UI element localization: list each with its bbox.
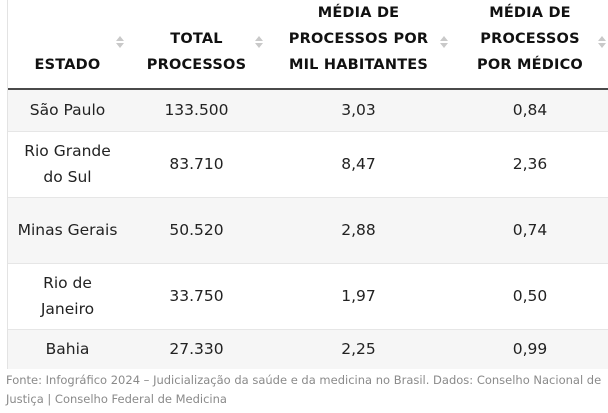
cell-media-por-mil-habitantes: 2,88: [266, 197, 451, 264]
table-body: São Paulo 133.500 3,03 0,84 Rio Grande d…: [8, 89, 608, 369]
column-header-estado[interactable]: ESTADO: [8, 0, 127, 90]
cell-estado: São Paulo: [8, 89, 127, 132]
cell-estado: Rio Grande do Sul: [8, 131, 127, 198]
cell-media-por-mil-habitantes: 3,03: [266, 89, 451, 132]
cell-media-por-mil-habitantes: 8,47: [266, 131, 451, 198]
table-row: Bahia 27.330 2,25 0,99: [8, 329, 608, 369]
column-header-label: TOTAL PROCESSOS: [146, 31, 247, 73]
column-header-label: ESTADO: [34, 57, 101, 73]
data-table: ESTADO TOTAL PROCESSOS MÉDIA DE PROCESSO…: [8, 0, 608, 369]
cell-media-por-mil-habitantes: 1,97: [266, 263, 451, 330]
cell-media-por-medico: 0,84: [451, 89, 608, 132]
cell-total-processos: 83.710: [127, 131, 266, 198]
header-row: ESTADO TOTAL PROCESSOS MÉDIA DE PROCESSO…: [8, 0, 608, 90]
table-header: ESTADO TOTAL PROCESSOS MÉDIA DE PROCESSO…: [8, 0, 608, 90]
cell-total-processos: 27.330: [127, 329, 266, 369]
sort-arrows-icon[interactable]: [255, 36, 263, 50]
table-row: Minas Gerais 50.520 2,88 0,74: [8, 197, 608, 264]
sort-arrows-icon[interactable]: [440, 36, 448, 50]
cell-total-processos: 33.750: [127, 263, 266, 330]
cell-media-por-medico: 0,99: [451, 329, 608, 369]
column-header-media-por-mil-habitantes[interactable]: MÉDIA DE PROCESSOS POR MIL HABITANTES: [266, 0, 451, 90]
sort-arrows-icon[interactable]: [116, 36, 124, 50]
table-row: Rio Grande do Sul 83.710 8,47 2,36: [8, 131, 608, 198]
cell-total-processos: 133.500: [127, 89, 266, 132]
column-header-label: MÉDIA DE PROCESSOS POR MIL HABITANTES: [288, 5, 429, 73]
column-header-media-por-medico[interactable]: MÉDIA DE PROCESSOS POR MÉDICO: [451, 0, 608, 90]
cell-estado: Rio de Janeiro: [8, 263, 127, 330]
column-header-label: MÉDIA DE PROCESSOS POR MÉDICO: [477, 5, 583, 73]
cell-media-por-mil-habitantes: 2,25: [266, 329, 451, 369]
cell-estado: Bahia: [8, 329, 127, 369]
source-caption: Fonte: Infográfico 2024 – Judicialização…: [6, 373, 602, 406]
data-table-container: ESTADO TOTAL PROCESSOS MÉDIA DE PROCESSO…: [7, 0, 608, 369]
table-row: São Paulo 133.500 3,03 0,84: [8, 89, 608, 132]
cell-media-por-medico: 0,74: [451, 197, 608, 264]
cell-media-por-medico: 2,36: [451, 131, 608, 198]
column-header-total-processos[interactable]: TOTAL PROCESSOS: [127, 0, 266, 90]
table-row: Rio de Janeiro 33.750 1,97 0,50: [8, 263, 608, 330]
cell-total-processos: 50.520: [127, 197, 266, 264]
cell-media-por-medico: 0,50: [451, 263, 608, 330]
cell-estado: Minas Gerais: [8, 197, 127, 264]
sort-arrows-icon[interactable]: [598, 36, 606, 50]
